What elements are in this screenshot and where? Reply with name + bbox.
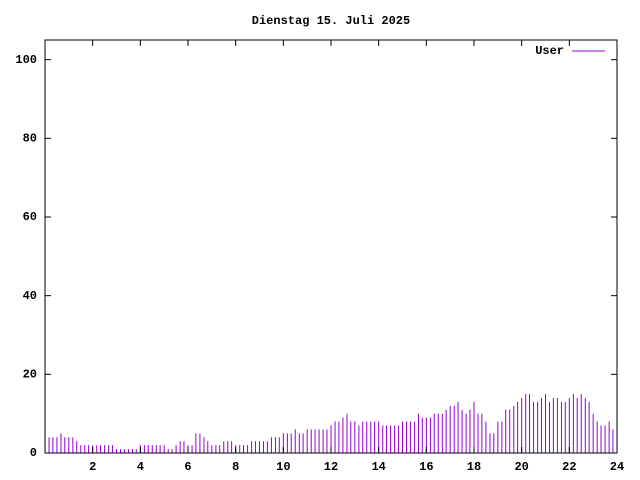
- chart-title: Dienstag 15. Juli 2025: [252, 14, 410, 28]
- y-tick-label: 40: [23, 289, 37, 303]
- x-tick-label: 10: [276, 460, 290, 474]
- x-tick-label: 8: [232, 460, 239, 474]
- legend-label: User: [535, 44, 564, 58]
- x-tick-label: 4: [137, 460, 144, 474]
- x-tick-label: 2: [89, 460, 96, 474]
- x-tick-label: 12: [324, 460, 338, 474]
- x-tick-label: 14: [371, 460, 385, 474]
- x-tick-label: 18: [467, 460, 481, 474]
- x-tick-label: 24: [610, 460, 624, 474]
- x-tick-label: 20: [514, 460, 528, 474]
- x-tick-label: 22: [562, 460, 576, 474]
- y-tick-label: 60: [23, 210, 37, 224]
- plot-border: [44, 39, 618, 454]
- y-tick-label: 100: [15, 53, 37, 67]
- y-tick-label: 0: [30, 446, 37, 460]
- y-tick-label: 20: [23, 368, 37, 382]
- x-tick-label: 16: [419, 460, 433, 474]
- y-tick-label: 80: [23, 132, 37, 146]
- x-tick-label: 6: [184, 460, 191, 474]
